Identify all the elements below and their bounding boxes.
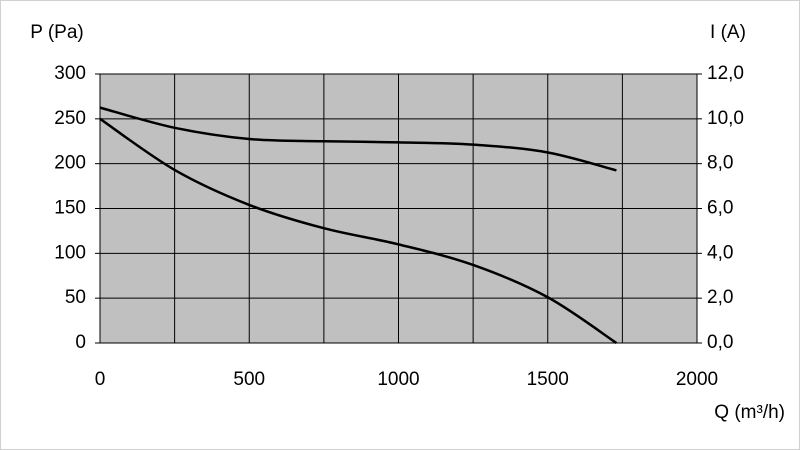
y2-tick-label: 0,0 (707, 332, 733, 353)
y2-tick-label: 6,0 (707, 198, 733, 219)
y-tick-label: 150 (54, 198, 86, 219)
y2-tick-label: 10,0 (707, 108, 744, 129)
y2-axis-title: I (A) (710, 22, 746, 43)
y-tick-label: 250 (54, 108, 86, 129)
x-tick-label: 1500 (527, 369, 569, 390)
y-tick-label: 300 (54, 63, 86, 84)
plot-border (99, 73, 698, 344)
y-tick-label: 0 (75, 332, 86, 353)
x-tick-label: 500 (233, 369, 265, 390)
y-tick-label: 200 (54, 153, 86, 174)
x-tick-label: 1000 (377, 369, 419, 390)
series-line (99, 117, 618, 345)
y-tick-label: 100 (54, 242, 86, 263)
y-tick-label: 50 (65, 287, 86, 308)
y-axis-title: P (Pa) (30, 22, 84, 43)
y2-tick-label: 2,0 (707, 287, 733, 308)
x-axis-title: Q (m³/h) (714, 402, 785, 423)
series-line (99, 106, 617, 172)
x-tick-label: 0 (95, 369, 106, 390)
y2-tick-label: 8,0 (707, 153, 733, 174)
x-tick-label: 2000 (676, 369, 718, 390)
y2-tick-label: 4,0 (707, 242, 733, 263)
y2-tick-label: 12,0 (707, 63, 744, 84)
